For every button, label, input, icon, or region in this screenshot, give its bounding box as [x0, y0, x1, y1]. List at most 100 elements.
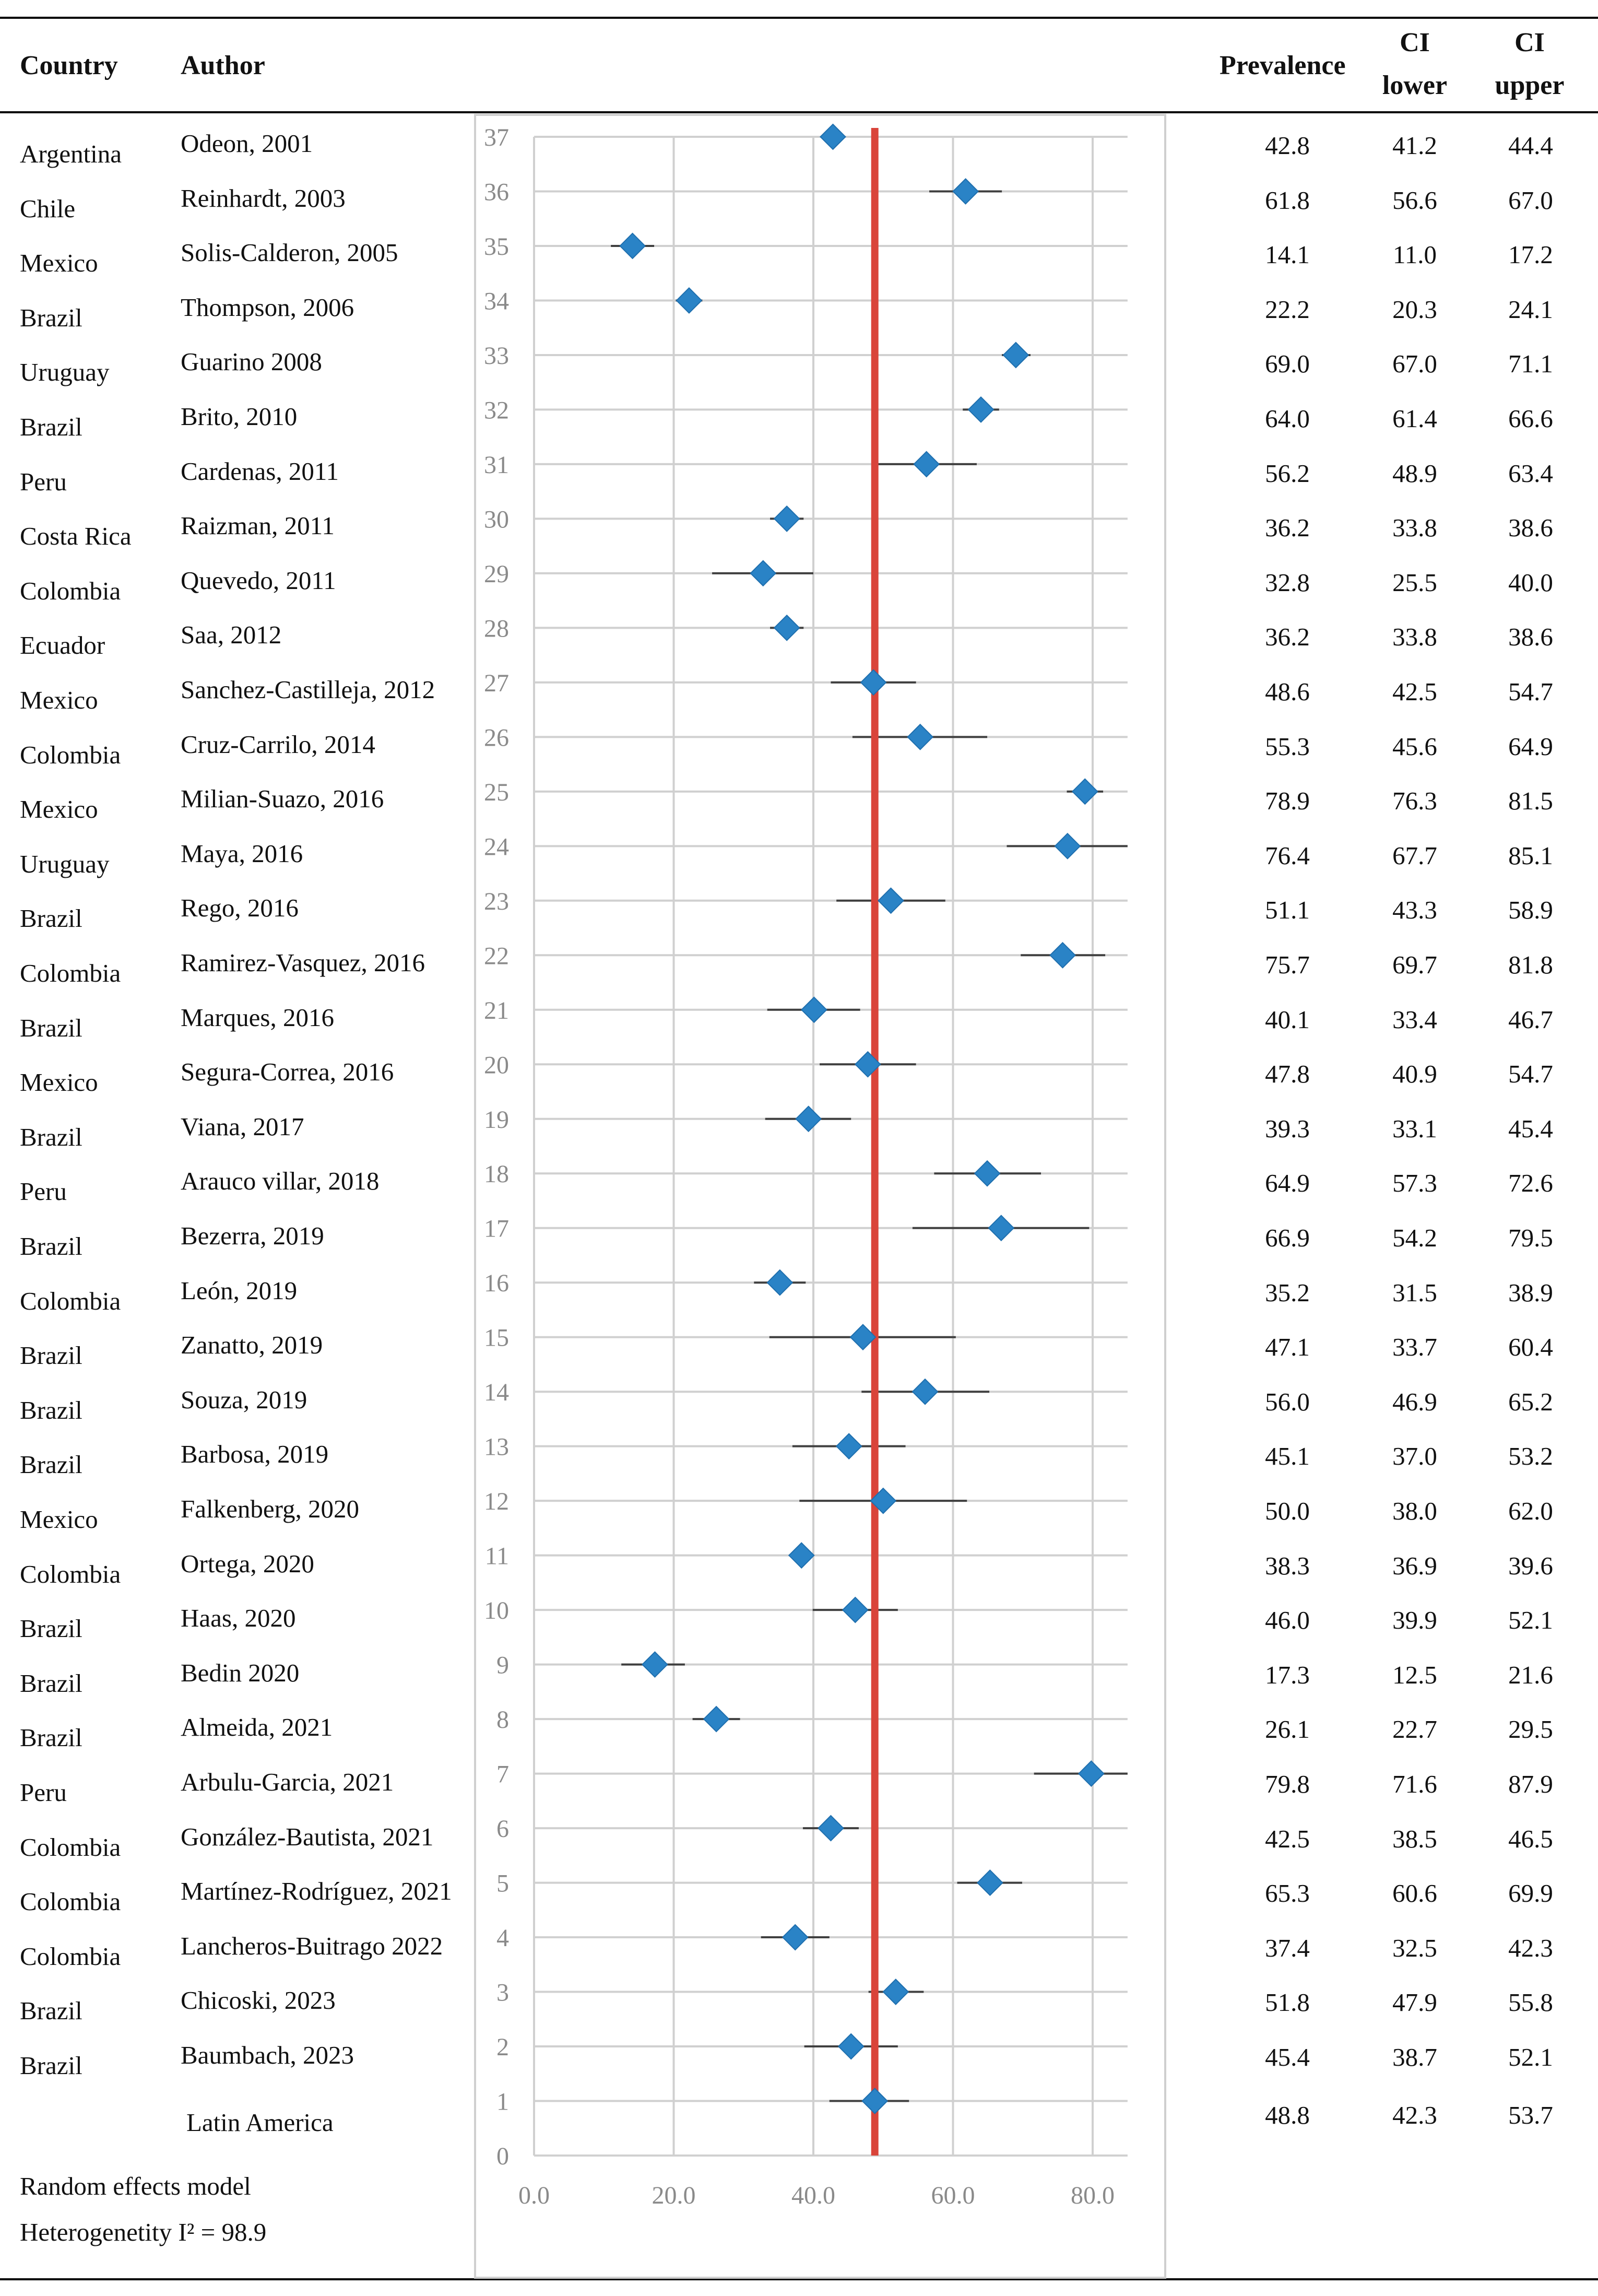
- prevalence-marker: [967, 396, 995, 423]
- x-tick-label: 20.0: [652, 2182, 696, 2209]
- country-cell: Brazil: [20, 1395, 82, 1424]
- ci-upper-cell: 46.5: [1508, 1824, 1553, 1853]
- ci-upper-cell: 54.7: [1508, 677, 1553, 706]
- ci-lower-cell: 33.1: [1392, 1114, 1437, 1143]
- author-cell: Arbulu-Garcia, 2021: [181, 1768, 394, 1796]
- y-tick-label: 20: [484, 1051, 509, 1079]
- prevalence-marker: [1054, 832, 1081, 859]
- prevalence-marker: [820, 123, 846, 150]
- prevalence-marker: [1002, 342, 1029, 369]
- header-ci-upper-line1: CI: [1514, 28, 1545, 57]
- author-cell: Saa, 2012: [181, 620, 282, 650]
- prevalence-marker: [800, 996, 827, 1023]
- author-cell: Thompson, 2006: [181, 292, 354, 322]
- ci-lower-cell: 37.0: [1392, 1442, 1437, 1471]
- country-cell: Colombia: [20, 1941, 121, 1971]
- author-cell: Haas, 2020: [181, 1604, 296, 1633]
- country-cell: Colombia: [20, 1286, 121, 1315]
- ci-lower-cell: 69.7: [1392, 950, 1437, 979]
- summary-label: Latin America: [186, 2108, 334, 2137]
- prevalence-marker: [641, 1651, 668, 1678]
- ci-upper-cell: 72.6: [1508, 1169, 1553, 1198]
- ci-upper-cell: 42.3: [1508, 1933, 1553, 1962]
- y-tick-label: 21: [484, 997, 509, 1025]
- prevalence-marker: [837, 2033, 865, 2060]
- author-cell: Souza, 2019: [181, 1385, 307, 1414]
- summary-ci-upper: 53.7: [1508, 2101, 1553, 2129]
- footer-model: Random effects model: [20, 2172, 251, 2200]
- header-prevalence: Prevalence: [1220, 51, 1346, 80]
- y-tick-label: 4: [496, 1924, 509, 1952]
- y-tick-label: 32: [484, 396, 509, 424]
- prevalence-marker: [766, 1269, 794, 1296]
- prevalence-cell: 22.2: [1265, 295, 1310, 324]
- prevalence-marker: [795, 1105, 822, 1133]
- author-cell: Rego, 2016: [181, 893, 299, 923]
- y-tick-label: 25: [484, 779, 509, 806]
- ci-lower-cell: 45.6: [1392, 732, 1437, 761]
- author-cell: Maya, 2016: [181, 839, 303, 868]
- country-cell: Colombia: [20, 1887, 121, 1916]
- country-cell: Brazil: [20, 1122, 82, 1151]
- ci-upper-cell: 38.6: [1508, 622, 1553, 652]
- prevalence-cell: 75.7: [1265, 950, 1310, 979]
- ci-upper-cell: 62.0: [1508, 1497, 1553, 1525]
- header-ci-upper-line2: upper: [1495, 70, 1565, 100]
- prevalence-cell: 56.2: [1265, 458, 1310, 488]
- y-tick-label: 34: [484, 287, 509, 315]
- ci-lower-cell: 22.7: [1392, 1715, 1437, 1744]
- ci-upper-cell: 67.0: [1508, 185, 1553, 215]
- ci-upper-cell: 85.1: [1508, 841, 1553, 870]
- y-tick-label: 10: [484, 1597, 509, 1624]
- author-cell: Arauco villar, 2018: [181, 1167, 380, 1196]
- country-cell: Mexico: [20, 1068, 98, 1097]
- ci-lower-cell: 41.2: [1392, 131, 1437, 160]
- prevalence-cell: 45.1: [1265, 1442, 1310, 1471]
- x-tick-label: 80.0: [1071, 2182, 1115, 2209]
- prevalence-marker: [842, 1596, 869, 1623]
- country-cell: Peru: [20, 1778, 67, 1807]
- prevalence-cell: 51.1: [1265, 896, 1310, 925]
- ci-lower-cell: 67.7: [1392, 841, 1437, 870]
- prevalence-marker: [861, 2088, 889, 2114]
- ci-upper-cell: 52.1: [1508, 1606, 1553, 1635]
- header-ci-lower-line2: lower: [1382, 70, 1448, 100]
- author-cell: Barbosa, 2019: [181, 1440, 329, 1469]
- author-cell: Odeon, 2001: [181, 129, 313, 158]
- prevalence-cell: 26.1: [1265, 1715, 1310, 1744]
- country-cell: Uruguay: [20, 358, 110, 387]
- author-cell: León, 2019: [181, 1276, 298, 1305]
- prevalence-cell: 17.3: [1265, 1660, 1310, 1689]
- author-cell: Bezerra, 2019: [181, 1221, 324, 1250]
- plot-frame: [474, 114, 1166, 2279]
- prevalence-cell: 69.0: [1265, 349, 1310, 379]
- country-cell: Colombia: [20, 1832, 121, 1862]
- y-tick-label: 11: [485, 1543, 509, 1570]
- ci-lower-cell: 42.5: [1392, 677, 1437, 706]
- prevalence-marker: [703, 1705, 730, 1733]
- header-ci-lower-line1: CI: [1400, 28, 1430, 57]
- prevalence-marker: [788, 1542, 815, 1569]
- prevalence-cell: 79.8: [1265, 1770, 1310, 1798]
- prevalence-cell: 64.9: [1265, 1169, 1310, 1198]
- ci-lower-cell: 39.9: [1392, 1606, 1437, 1635]
- ci-lower-cell: 71.6: [1392, 1770, 1437, 1798]
- prevalence-cell: 39.3: [1265, 1114, 1310, 1143]
- ci-upper-cell: 55.8: [1508, 1988, 1553, 2017]
- ci-lower-cell: 76.3: [1392, 786, 1437, 816]
- prevalence-cell: 38.3: [1265, 1551, 1310, 1580]
- y-tick-label: 23: [484, 888, 509, 915]
- prevalence-cell: 35.2: [1265, 1278, 1310, 1307]
- country-cell: Brazil: [20, 1341, 82, 1370]
- ci-upper-cell: 87.9: [1508, 1770, 1553, 1798]
- author-cell: Falkenberg, 2020: [181, 1494, 360, 1523]
- prevalence-cell: 37.4: [1265, 1933, 1310, 1962]
- author-cell: Solis-Calderon, 2005: [181, 238, 398, 267]
- prevalence-cell: 55.3: [1265, 732, 1310, 761]
- ci-upper-cell: 21.6: [1508, 1660, 1553, 1689]
- ci-upper-cell: 81.8: [1508, 950, 1553, 979]
- author-cell: Bedin 2020: [181, 1658, 300, 1687]
- prevalence-cell: 36.2: [1265, 622, 1310, 652]
- prevalence-cell: 47.1: [1265, 1333, 1310, 1362]
- prevalence-cell: 51.8: [1265, 1988, 1310, 2017]
